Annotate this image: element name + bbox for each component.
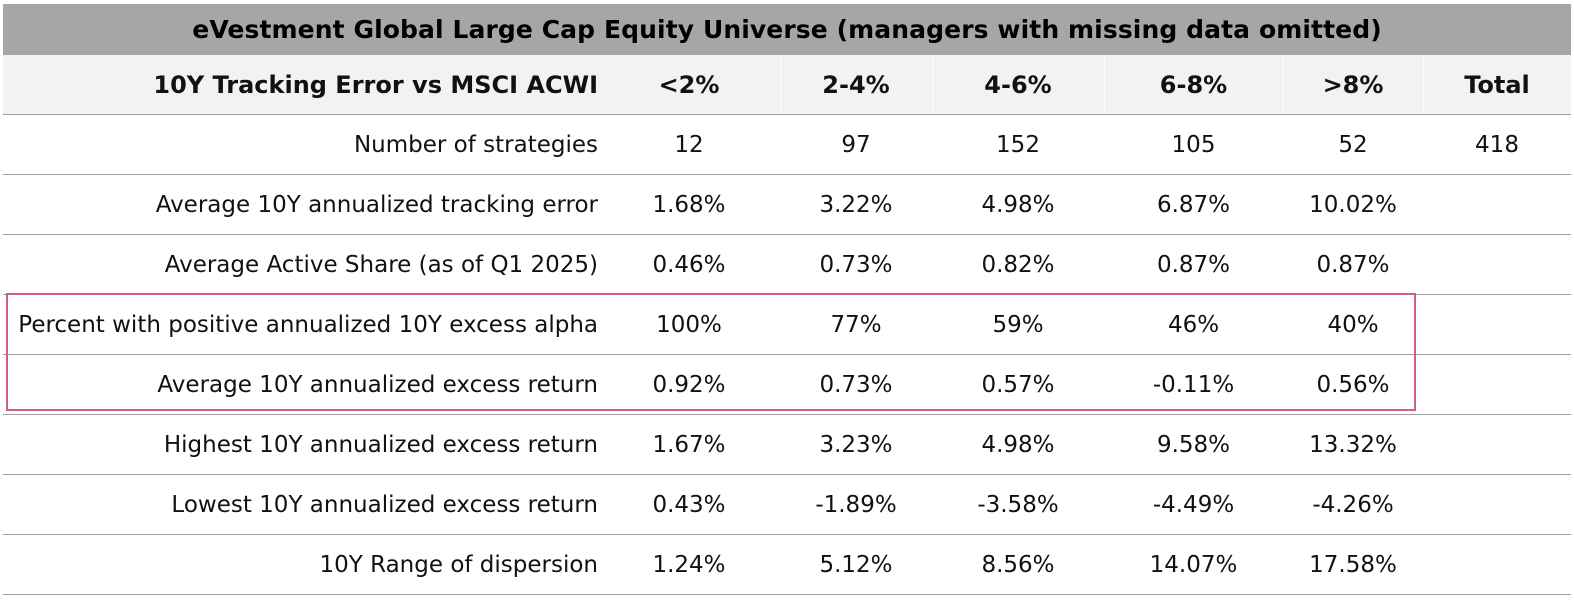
table-cell: -4.26% — [1312, 491, 1394, 518]
table-row: Lowest 10Y annualized excess return 0.43… — [3, 475, 1571, 535]
table-cell: 6.87% — [1156, 191, 1231, 218]
table-cell: 5.12% — [819, 551, 893, 578]
table-cell: 14.07% — [1149, 551, 1238, 578]
header-col-gt8: >8% — [1322, 70, 1384, 99]
table-cell: -3.58% — [977, 491, 1059, 518]
table-row: Average 10Y annualized excess return 0.9… — [3, 355, 1571, 415]
table-cell: 1.24% — [652, 551, 726, 578]
table-row: Highest 10Y annualized excess return 1.6… — [3, 415, 1571, 475]
header-separator — [1104, 55, 1105, 114]
table-title: eVestment Global Large Cap Equity Univer… — [3, 4, 1571, 55]
header-col-4-6: 4-6% — [984, 70, 1052, 99]
table-cell: 0.92% — [652, 371, 726, 398]
table-row: Number of strategies 12 97 152 105 52 41… — [3, 115, 1571, 175]
table-cell: 52 — [1338, 131, 1368, 158]
table-header-row: 10Y Tracking Error vs MSCI ACWI <2% 2-4%… — [3, 55, 1571, 115]
table-cell: 0.73% — [819, 251, 893, 278]
table-row: Average 10Y annualized tracking error 1.… — [3, 175, 1571, 235]
table-cell — [1424, 235, 1570, 294]
table-row: Average Active Share (as of Q1 2025) 0.4… — [3, 235, 1571, 295]
table-cell — [1424, 535, 1570, 594]
header-col-6-8: 6-8% — [1159, 70, 1228, 99]
row-label: Percent with positive annualized 10Y exc… — [18, 311, 598, 338]
header-separator — [1423, 55, 1424, 114]
table-cell: 10.02% — [1309, 191, 1397, 218]
row-label: Average 10Y annualized excess return — [157, 371, 598, 398]
table-cell — [1424, 175, 1570, 234]
table-cell — [1424, 415, 1570, 474]
table-cell: 418 — [1475, 131, 1519, 158]
header-col-total: Total — [1464, 70, 1530, 99]
table-cell: 0.43% — [652, 491, 726, 518]
header-col-lt2: <2% — [658, 70, 720, 99]
table-cell: 12 — [674, 131, 704, 158]
header-label: 10Y Tracking Error vs MSCI ACWI — [153, 70, 598, 99]
table-cell: -1.89% — [815, 491, 897, 518]
table-cell: 1.67% — [652, 431, 726, 458]
row-label: Number of strategies — [353, 131, 598, 158]
table-cell: 100% — [656, 311, 722, 338]
table-cell: 8.56% — [981, 551, 1055, 578]
row-label: Highest 10Y annualized excess return — [163, 431, 598, 458]
table-row: 10Y Range of dispersion 1.24% 5.12% 8.56… — [3, 535, 1571, 595]
table-cell: 0.57% — [981, 371, 1055, 398]
table-cell: 17.58% — [1309, 551, 1397, 578]
row-label: 10Y Range of dispersion — [319, 551, 598, 578]
table-cell: 1.68% — [652, 191, 726, 218]
table-cell: 59% — [992, 311, 1044, 338]
table-cell — [1424, 355, 1570, 414]
table-cell: -4.49% — [1152, 491, 1235, 518]
table-cell: 4.98% — [981, 431, 1055, 458]
table-cell: 13.32% — [1309, 431, 1397, 458]
table-cell: 0.87% — [1316, 251, 1390, 278]
table-cell: 3.23% — [819, 431, 893, 458]
table-cell: 0.87% — [1156, 251, 1231, 278]
row-label: Lowest 10Y annualized excess return — [171, 491, 598, 518]
table-cell — [1424, 295, 1570, 354]
table-cell: 0.46% — [652, 251, 726, 278]
table-cell: 0.82% — [981, 251, 1055, 278]
table-cell: 9.58% — [1156, 431, 1231, 458]
table-cell: 46% — [1167, 311, 1220, 338]
table-row: Percent with positive annualized 10Y exc… — [3, 295, 1571, 355]
table-cell: 0.56% — [1316, 371, 1390, 398]
table-cell: -0.11% — [1152, 371, 1235, 398]
table-cell: 4.98% — [981, 191, 1055, 218]
table-cell: 97 — [841, 131, 871, 158]
header-col-2-4: 2-4% — [822, 70, 890, 99]
table-cell — [1424, 475, 1570, 534]
table-cell: 152 — [996, 131, 1040, 158]
row-label: Average 10Y annualized tracking error — [155, 191, 598, 218]
table-cell: 105 — [1171, 131, 1216, 158]
header-separator — [780, 55, 781, 114]
header-separator — [932, 55, 933, 114]
header-separator — [1283, 55, 1284, 114]
table-cell: 40% — [1327, 311, 1379, 338]
row-label: Average Active Share (as of Q1 2025) — [164, 251, 598, 278]
table-cell: 0.73% — [819, 371, 893, 398]
table-cell: 3.22% — [819, 191, 893, 218]
table-cell: 77% — [830, 311, 882, 338]
